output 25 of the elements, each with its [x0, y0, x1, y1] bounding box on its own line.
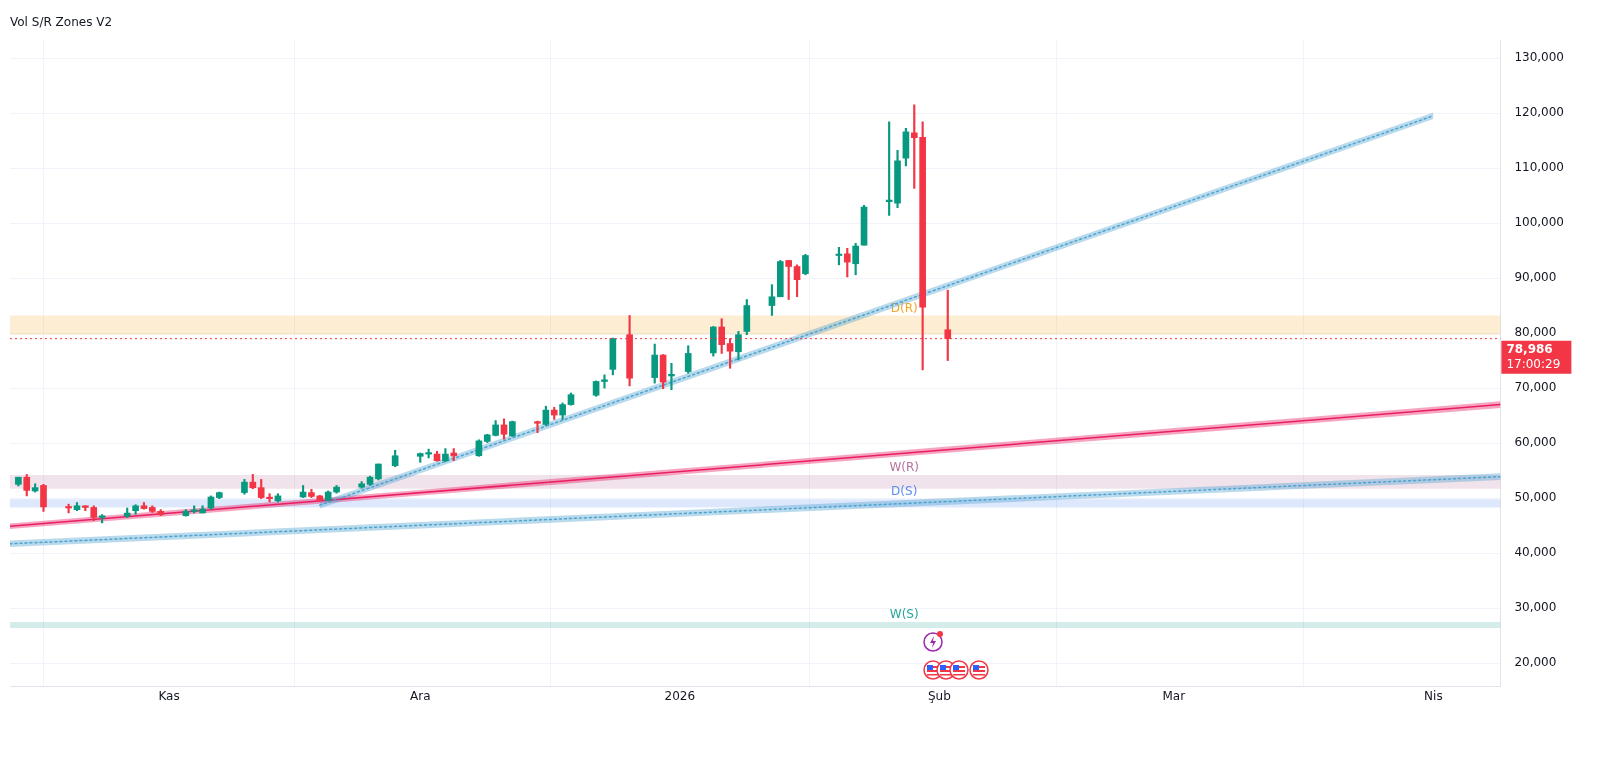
y-tick-label: 50,000 — [1514, 490, 1557, 505]
y-tick-label: 20,000 — [1514, 655, 1557, 670]
x-tick-label: Kas — [158, 689, 180, 704]
y-tick-label: 130,000 — [1514, 50, 1564, 65]
band-label: W(S) — [889, 607, 919, 622]
band-label: D(S) — [891, 484, 918, 499]
chart-title: Vol S/R Zones V2 — [10, 15, 113, 30]
y-tick-label: 120,000 — [1514, 105, 1564, 120]
band-label: D(R) — [890, 300, 918, 315]
ref-line-label: 78,986 — [1506, 341, 1553, 356]
text: 17:00:29 — [1506, 356, 1561, 371]
y-tick-label: 110,000 — [1514, 160, 1564, 175]
y-tick-label: 60,000 — [1514, 435, 1557, 450]
band-label: W(R) — [889, 460, 920, 475]
y-tick-label: 40,000 — [1514, 545, 1557, 560]
x-tick-label: Ara — [410, 689, 431, 704]
x-tick-label: Mar — [1162, 689, 1186, 704]
x-tick-label: Nis — [1424, 689, 1443, 704]
y-tick-label: 70,000 — [1514, 380, 1557, 395]
x-tick-label: Şub — [927, 689, 951, 704]
y-tick-label: 90,000 — [1514, 270, 1557, 285]
x-tick-label: 2026 — [664, 689, 696, 704]
y-tick-label: 100,000 — [1514, 215, 1564, 230]
y-tick-label: 80,000 — [1514, 325, 1557, 340]
y-tick-label: 30,000 — [1514, 600, 1557, 615]
